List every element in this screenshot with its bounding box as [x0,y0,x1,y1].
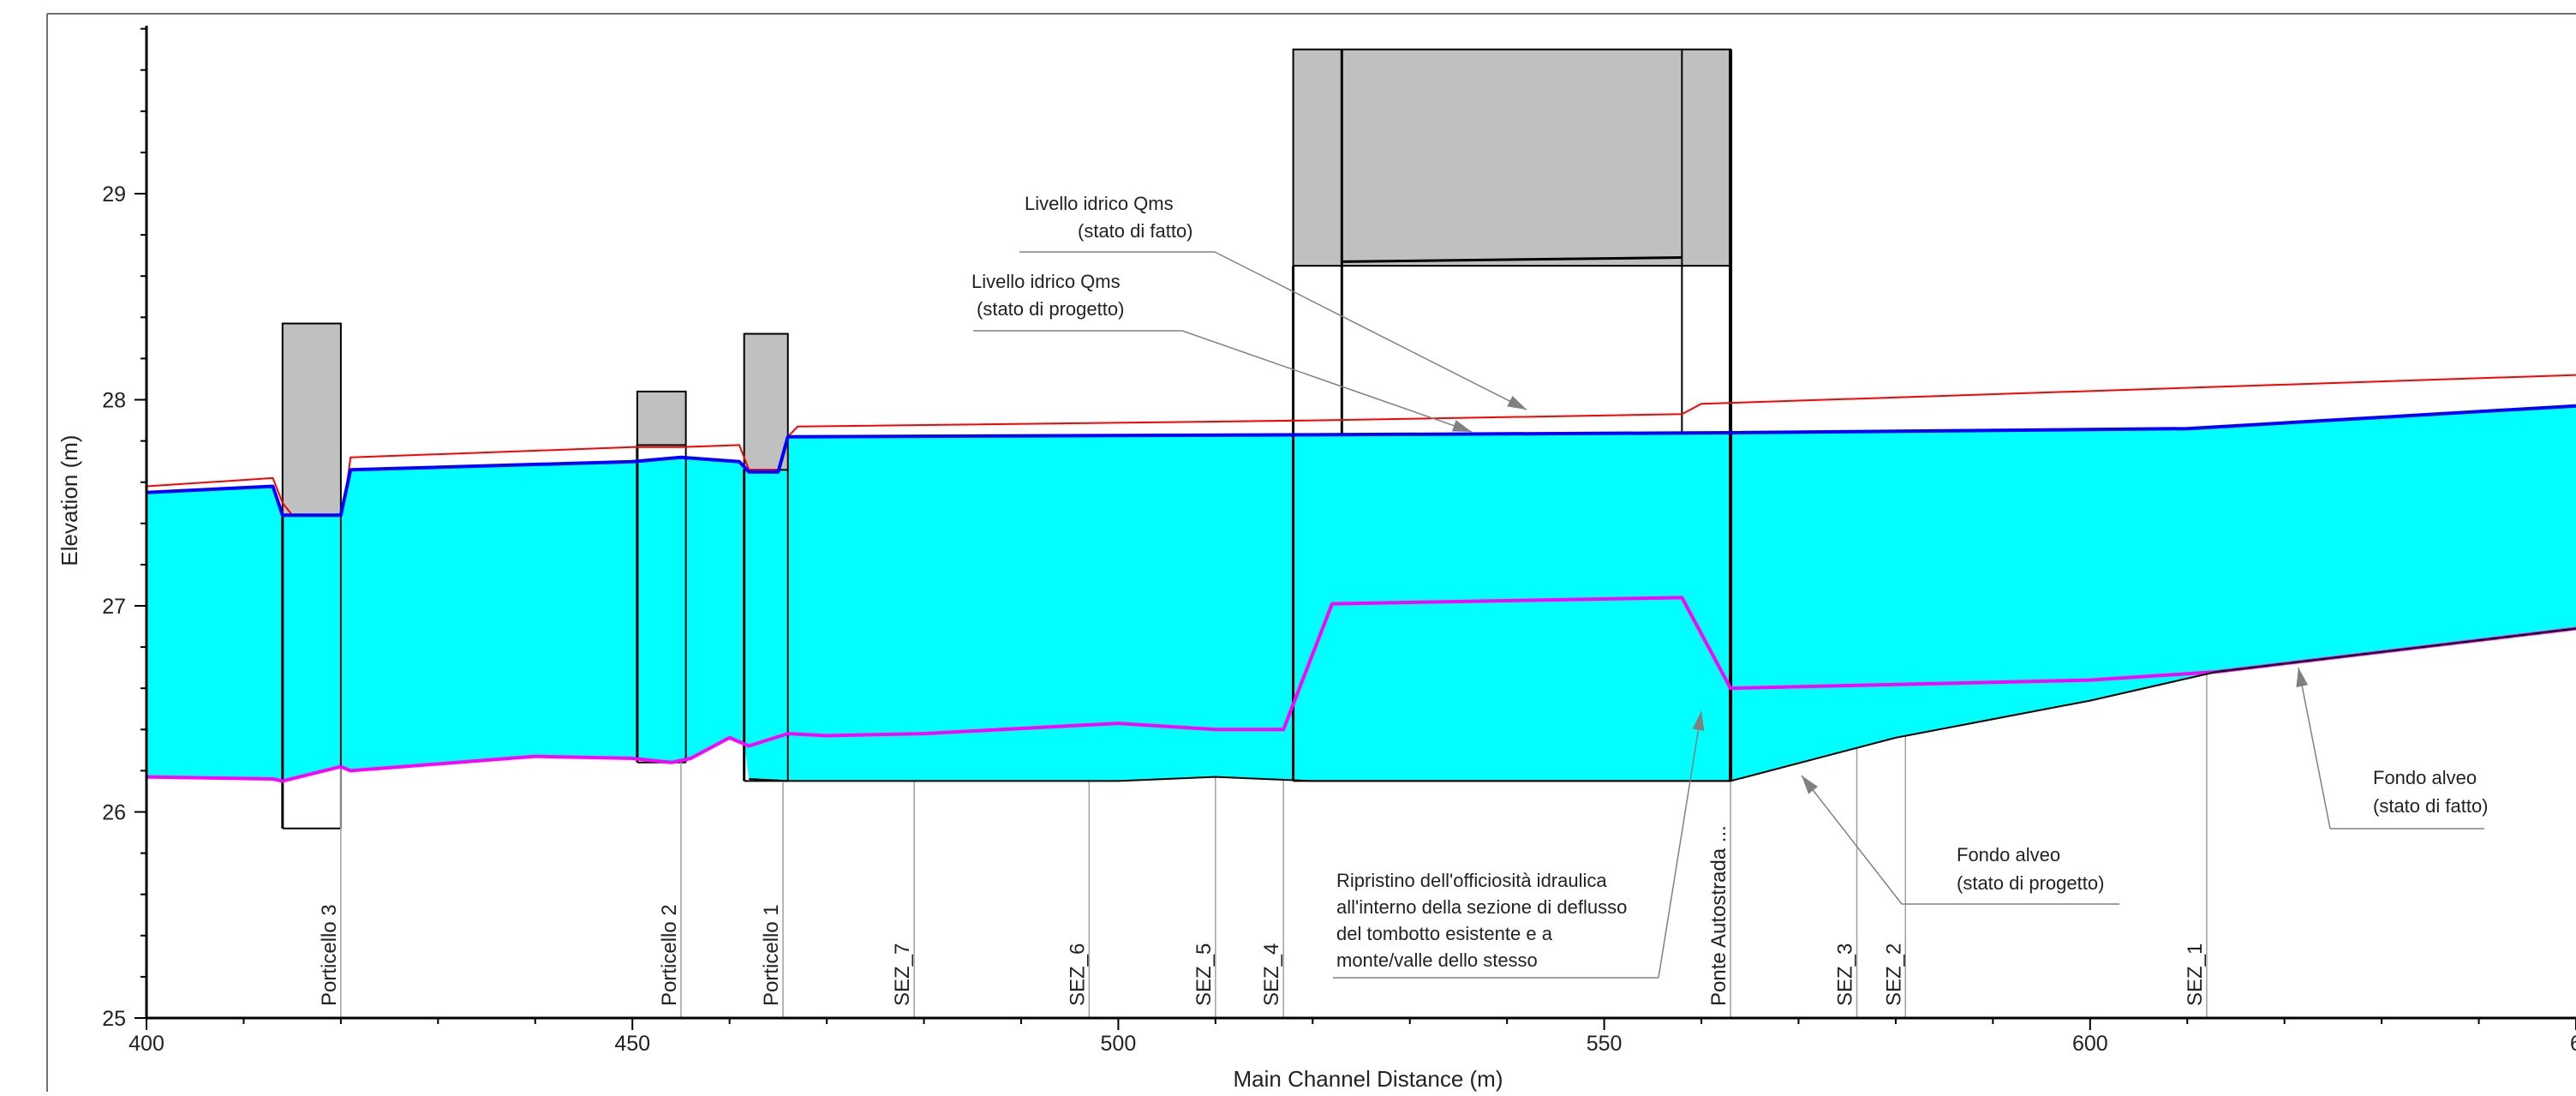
annotation-fondo-fatto: Fondo alveo (stato di fatto) [2296,667,2489,829]
annotation-wl-progetto-line-2: (stato di progetto) [977,298,1124,320]
x-tick-label: 550 [1587,1032,1623,1056]
annotation-ripristino: Ripristino dell'officiosità idraulica all… [1333,710,1705,979]
annotation-fondo-fatto-leader [2298,667,2331,829]
series-line-1 [146,374,2576,517]
structure-porticello-2 [636,390,687,764]
annotation-ripristino-leader [1658,710,1702,979]
water-area [146,405,2576,782]
annotation-ripristino-arrowhead [1692,711,1705,731]
y-tick-label: 28 [102,389,126,413]
x-tick-label: 450 [614,1032,650,1056]
annotation-wl-fatto-line-1: Livello idrico Qms [1025,193,1174,214]
section-sez-5-label: SEZ_5 [1192,943,1216,1006]
series-line-2 [146,404,2576,518]
y-tick-label: 26 [102,801,126,825]
section-porticello-1-label: Porticello 1 [760,904,783,1006]
annotation-wl-fatto-leader [1214,251,1527,410]
structure-porticello-2-deck [636,390,687,446]
annotation-fondo-fatto-line-1: Fondo alveo [2373,767,2477,788]
annotation-fondo-fatto-line-2: (stato di fatto) [2373,795,2489,817]
x-tick-label: 6 [2570,1032,2576,1056]
structure-ponte-autostrada [1292,48,1733,782]
x-axis-title: Main Channel Distance (m) [1233,1066,1503,1092]
series-line-3 [146,596,2576,783]
structures-layer [281,48,1733,829]
annotation-ripristino-line-4: monte/valle dello stesso [1336,949,1538,971]
annotation-fondo-progetto-line-2: (stato di progetto) [1957,872,2104,894]
annotation-ripristino-line-3: del tombotto esistente e a [1336,923,1553,944]
y-tick-label: 25 [102,1007,126,1031]
series-layer [146,374,2576,783]
section-porticello-3-label: Porticello 3 [318,904,341,1006]
structure-ponte-autostrada-inner-chord [1342,256,1682,263]
annotation-fondo-progetto-leader [1801,775,1903,905]
axes-layer: 25 26 27 28 29 400 450 500 550 600 6 [102,26,2576,1056]
section-sez-3-label: SEZ_3 [1834,943,1857,1006]
section-sez-7-label: SEZ_7 [891,943,914,1006]
y-tick-label: 29 [102,183,126,207]
annotation-wl-progetto-line-1: Livello idrico Qms [971,271,1121,292]
structure-ponte-autostrada-deck [1292,48,1732,267]
annotation-wl-fatto-line-2: (stato di fatto) [1078,220,1193,242]
structure-porticello-1-deck [743,332,789,471]
x-tick-label: 600 [2072,1032,2108,1056]
section-sez-2-label: SEZ_2 [1882,943,1905,1006]
section-sez-4-label: SEZ_4 [1260,943,1283,1006]
y-tick-label: 27 [102,595,126,619]
annotation-wl-progetto-arrowhead [1451,420,1472,432]
series-line-4 [749,627,2576,782]
annotation-fondo-progetto: Fondo alveo (stato di progetto) [1801,775,2119,905]
annotation-wl-fatto: Livello idrico Qms (stato di fatto) [1019,193,1527,410]
annotation-fondo-progetto-line-1: Fondo alveo [1957,844,2060,865]
structure-porticello-1 [743,332,789,782]
water-area-layer [146,405,2576,782]
annotations-layer: Livello idrico Qms(stato di fatto)Livell… [971,193,2489,979]
section-ponte-autostrada-label: Ponte Autostrada ... [1707,825,1730,1006]
x-tick-label: 500 [1101,1032,1137,1056]
x-tick-label: 400 [129,1032,164,1056]
section-sez-1-label: SEZ_1 [2184,943,2207,1006]
section-porticello-2-label: Porticello 2 [658,904,681,1006]
y-axis-title: Elevation (m) [57,434,82,566]
section-lines-layer: Porticello 3 Porticello 2 Porticello 1 SEZ_… [318,674,2208,1018]
annotation-fondo-progetto-arrowhead [1802,776,1819,794]
annotation-ripristino-line-1: Ripristino dell'officiosità idraulica [1336,870,1607,891]
annotation-wl-progetto: Livello idrico Qms (stato di progetto) [971,271,1473,433]
annotation-fondo-fatto-arrowhead [2296,668,2309,687]
annotation-wl-fatto-arrowhead [1507,395,1527,410]
annotation-wl-progetto-leader [1181,330,1473,433]
annotation-ripristino-line-2: all'interno della sezione di deflusso [1336,896,1627,918]
structure-porticello-3-deck [281,322,342,517]
section-sez-6-label: SEZ_6 [1066,943,1089,1006]
